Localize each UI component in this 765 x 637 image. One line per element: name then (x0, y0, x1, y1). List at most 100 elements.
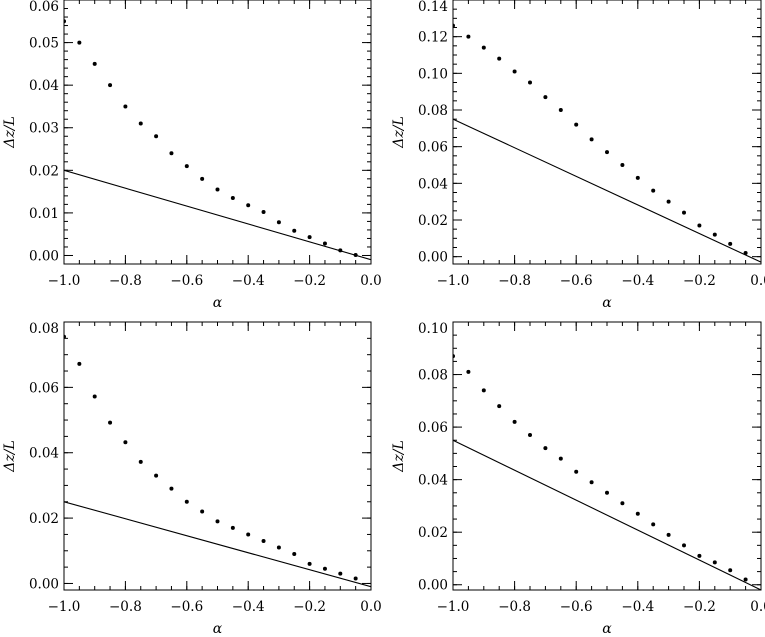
data-point (92, 394, 97, 399)
x-tick-label: −0.4 (621, 599, 654, 615)
data-point (92, 61, 97, 66)
x-tick-label: −0.8 (498, 273, 531, 289)
data-point (620, 163, 625, 167)
data-point (123, 440, 128, 445)
model-line (64, 169, 371, 261)
y-axis-label: Δz/L (391, 116, 407, 149)
data-point (528, 80, 532, 85)
x-tick-label: −1.0 (437, 599, 470, 615)
data-point (108, 420, 113, 425)
data-point (261, 538, 266, 543)
x-tick-label: −1.0 (48, 273, 81, 289)
x-tick-label: −1.0 (437, 273, 470, 289)
data-point (666, 199, 671, 204)
data-point (481, 45, 486, 50)
data-point (322, 566, 327, 571)
data-point (574, 122, 579, 127)
data-point (651, 188, 656, 193)
data-point (230, 196, 235, 200)
data-point (466, 34, 471, 39)
y-tick-label: 0.06 (29, 0, 59, 15)
x-tick-label: −0.6 (560, 599, 593, 615)
data-point (712, 560, 717, 565)
y-axis-label: Δz/L (2, 116, 18, 149)
y-tick-label: 0.02 (29, 163, 59, 179)
plot-frame (452, 321, 762, 591)
panel-2: −1.0 −0.8 −0.6 −0.4 −0.2 0.0 0.00 0.02 0.04 0.06 0… (391, 0, 765, 311)
data-point (64, 334, 66, 339)
data-point (307, 235, 312, 240)
x-tick-label: −0.2 (683, 599, 716, 615)
data-point (589, 480, 594, 485)
plot-frame (63, 0, 372, 265)
x-axis-label: α (602, 295, 612, 311)
x-tick-label: −0.2 (293, 599, 326, 615)
x-tick-label: −0.6 (170, 273, 203, 289)
data-point (108, 83, 113, 88)
data-point (635, 511, 640, 516)
data-point (338, 571, 343, 576)
data-point (307, 561, 312, 566)
y-tick-label: 0.06 (418, 420, 448, 436)
x-tick-label: −0.8 (498, 599, 531, 615)
data-point (292, 228, 297, 233)
data-point (589, 137, 594, 142)
data-point (558, 456, 563, 461)
y-axis-label: Δz/L (391, 440, 407, 473)
data-point (246, 532, 251, 537)
x-tick-label: −0.4 (232, 273, 265, 289)
y-tick-label: 0.04 (418, 473, 448, 489)
x-tick-label: −1.0 (48, 599, 81, 615)
y-axis-label: Δz/L (2, 440, 18, 473)
x-tick-label: −0.4 (232, 599, 265, 615)
data-point (338, 248, 343, 253)
data-point (712, 232, 717, 237)
x-tick-label: 0.0 (750, 599, 765, 615)
y-tick-label: 0.12 (418, 30, 448, 46)
data-point (246, 203, 251, 208)
data-point (635, 175, 640, 180)
model-line (453, 118, 761, 263)
x-tick-label: −0.4 (621, 273, 654, 289)
data-point (605, 150, 609, 155)
x-tick-label: 0.0 (360, 599, 381, 615)
x-axis-label: α (602, 621, 612, 637)
y-tick-label: 0.02 (418, 525, 448, 541)
data-point (138, 121, 143, 126)
data-point (123, 104, 128, 109)
data-point (215, 187, 220, 192)
y-tick-label: 0.06 (29, 380, 59, 396)
data-point (276, 545, 281, 550)
data-point (512, 419, 517, 424)
x-tick-label: −0.2 (683, 273, 716, 289)
data-point (605, 490, 609, 495)
data-point (543, 446, 548, 451)
data-point (574, 469, 579, 474)
y-tick-label: 0.01 (29, 206, 59, 222)
data-point (154, 134, 159, 139)
data-point (276, 220, 281, 225)
data-point (697, 553, 702, 558)
data-point (481, 388, 486, 393)
data-point (230, 525, 235, 530)
data-point (666, 532, 671, 537)
data-point (497, 404, 502, 409)
y-tick-label: 0.03 (29, 121, 59, 137)
plot-frame (63, 321, 372, 591)
y-tick-label: 0.04 (418, 176, 448, 192)
y-tick-label: 0.00 (29, 248, 59, 264)
x-tick-label: −0.8 (109, 273, 142, 289)
data-point (453, 23, 455, 28)
data-point (292, 552, 297, 557)
data-point (77, 361, 82, 366)
data-point (682, 210, 686, 215)
model-line (453, 439, 761, 590)
data-point (64, 19, 66, 24)
data-point (743, 251, 748, 255)
data-point (543, 95, 548, 100)
y-tick-label: 0.04 (29, 446, 59, 462)
y-tick-label: 0.00 (29, 576, 59, 592)
data-point (682, 543, 686, 548)
data-point (558, 108, 563, 112)
